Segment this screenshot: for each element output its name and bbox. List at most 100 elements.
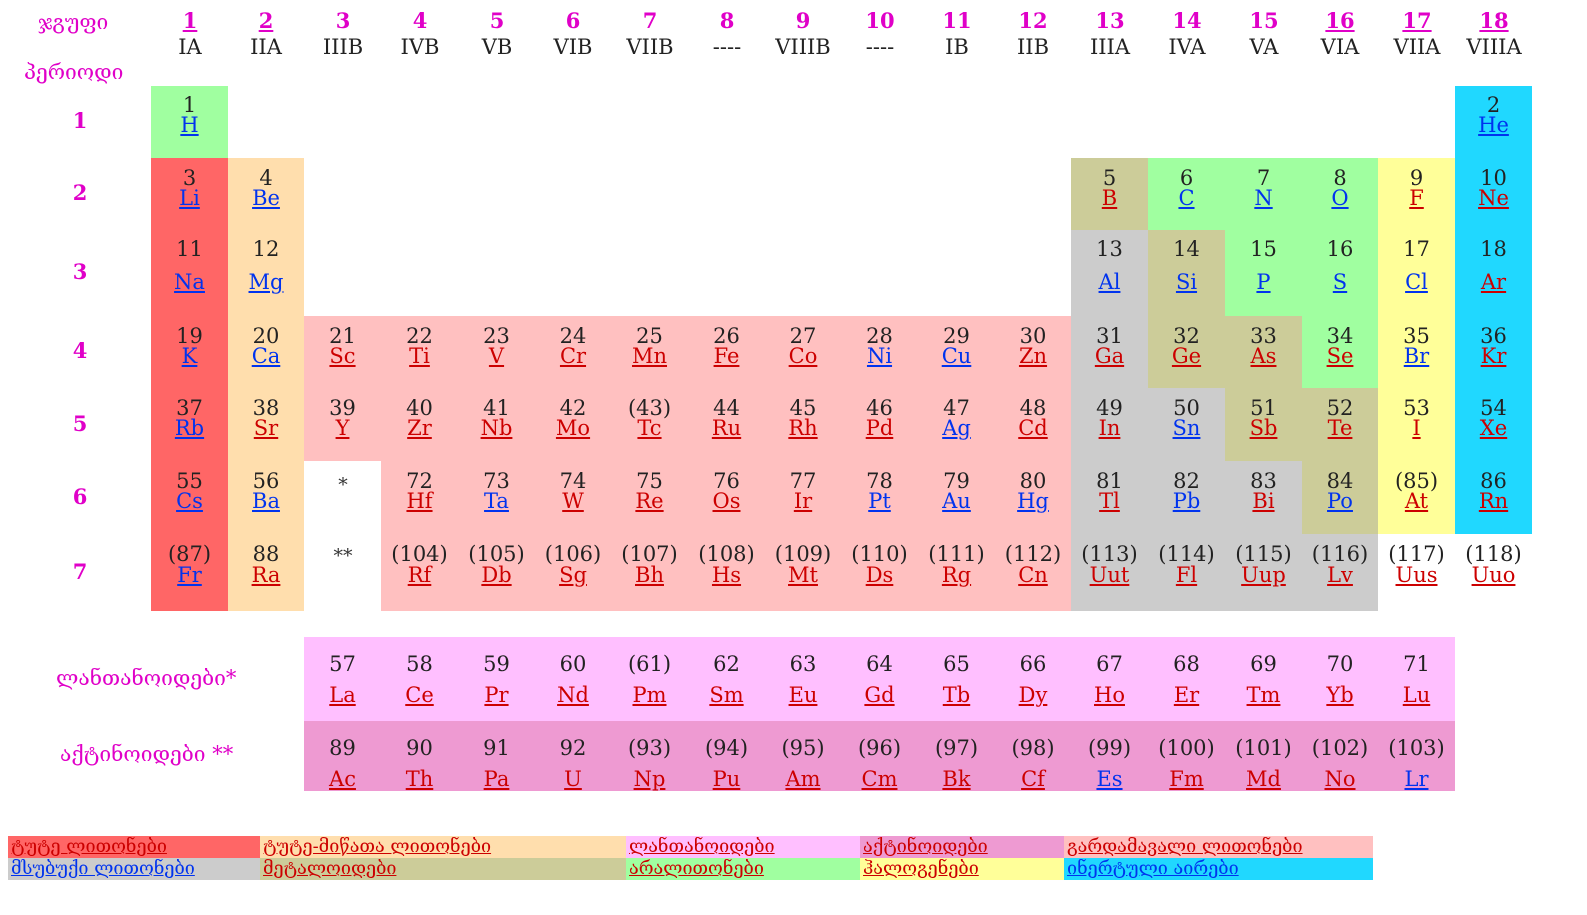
- element-symbol-link[interactable]: Bk: [942, 767, 971, 791]
- element-symbol-link[interactable]: Rh: [788, 416, 818, 440]
- element-symbol-link[interactable]: Ta: [484, 489, 509, 513]
- legend-actinide[interactable]: აქტინოიდები: [860, 836, 1064, 858]
- element-symbol-link[interactable]: Ru: [711, 416, 742, 440]
- element-symbol-link[interactable]: Cr: [559, 344, 587, 368]
- group-number-1[interactable]: 1: [182, 8, 198, 33]
- element-symbol-link[interactable]: Es: [1096, 767, 1123, 791]
- element-symbol-link[interactable]: Mo: [555, 416, 591, 440]
- element-symbol-link[interactable]: Nd: [557, 683, 589, 707]
- element-symbol-link[interactable]: Ga: [1094, 344, 1125, 368]
- element-symbol-link[interactable]: Te: [1327, 416, 1353, 440]
- element-symbol-link[interactable]: Yb: [1326, 683, 1354, 707]
- element-symbol-link[interactable]: Xe: [1479, 416, 1508, 440]
- element-symbol-link[interactable]: Pu: [712, 767, 741, 791]
- group-number-18[interactable]: 18: [1479, 8, 1509, 33]
- element-symbol-link[interactable]: Na: [174, 270, 205, 294]
- element-symbol-link[interactable]: Ho: [1094, 683, 1125, 707]
- element-symbol-link[interactable]: Hg: [1017, 489, 1049, 513]
- element-symbol-link[interactable]: Fl: [1175, 563, 1198, 587]
- element-symbol-link[interactable]: Pr: [484, 683, 509, 707]
- element-symbol-link[interactable]: Lu: [1402, 683, 1431, 707]
- element-symbol-link[interactable]: H: [180, 113, 199, 137]
- legend-noble[interactable]: ინერტული აირები: [1064, 858, 1373, 880]
- element-symbol-link[interactable]: Cf: [1021, 767, 1045, 791]
- legend-alkaline[interactable]: ტუტე-მიწათა ლითონები: [260, 836, 626, 858]
- element-symbol-link[interactable]: Cn: [1018, 563, 1048, 587]
- element-symbol-link[interactable]: Rf: [407, 563, 432, 587]
- element-symbol-link[interactable]: Er: [1173, 683, 1200, 707]
- element-symbol-link[interactable]: In: [1098, 416, 1121, 440]
- element-symbol-link[interactable]: As: [1250, 344, 1277, 368]
- element-symbol-link[interactable]: Uup: [1241, 563, 1286, 587]
- element-symbol-link[interactable]: Tb: [942, 683, 971, 707]
- legend-metalloid[interactable]: მეტალოიდები: [260, 858, 626, 880]
- element-symbol-link[interactable]: Eu: [788, 683, 818, 707]
- group-number-16[interactable]: 16: [1325, 8, 1355, 33]
- element-symbol-link[interactable]: Cs: [176, 489, 203, 513]
- element-symbol-link[interactable]: Nb: [480, 416, 513, 440]
- element-symbol-link[interactable]: Lv: [1327, 563, 1353, 587]
- element-symbol-link[interactable]: Ac: [329, 767, 356, 791]
- element-symbol-link[interactable]: Pt: [868, 489, 891, 513]
- element-symbol-link[interactable]: Rb: [174, 416, 205, 440]
- element-symbol-link[interactable]: Fe: [713, 344, 740, 368]
- element-symbol-link[interactable]: Hs: [711, 563, 742, 587]
- element-symbol-link[interactable]: W: [562, 489, 584, 513]
- element-symbol-link[interactable]: Ce: [405, 683, 434, 707]
- element-symbol-link[interactable]: Pb: [1172, 489, 1201, 513]
- legend-nonmetal[interactable]: არალითონები: [626, 858, 860, 880]
- element-symbol-link[interactable]: La: [329, 683, 356, 707]
- element-symbol-link[interactable]: Ge: [1171, 344, 1202, 368]
- element-symbol-link[interactable]: Au: [942, 489, 971, 513]
- element-symbol-link[interactable]: Bi: [1252, 489, 1275, 513]
- element-symbol-link[interactable]: Fm: [1169, 767, 1204, 791]
- element-symbol-link[interactable]: Cu: [941, 344, 972, 368]
- element-symbol-link[interactable]: Am: [785, 767, 821, 791]
- element-symbol-link[interactable]: Sb: [1249, 416, 1278, 440]
- element-symbol-link[interactable]: Cd: [1018, 416, 1048, 440]
- element-symbol-link[interactable]: Uuo: [1471, 563, 1516, 587]
- element-symbol-link[interactable]: Tm: [1246, 683, 1281, 707]
- element-symbol-link[interactable]: Ag: [942, 416, 971, 440]
- group-number-17[interactable]: 17: [1402, 8, 1432, 33]
- element-symbol-link[interactable]: Gd: [864, 683, 895, 707]
- element-symbol-link[interactable]: Be: [252, 186, 280, 210]
- legend-alkali[interactable]: ტუტე ლითონები: [8, 836, 260, 858]
- element-symbol-link[interactable]: Sg: [559, 563, 587, 587]
- element-symbol-link[interactable]: Np: [633, 767, 666, 791]
- element-symbol-link[interactable]: Th: [405, 767, 434, 791]
- element-symbol-link[interactable]: Ne: [1478, 186, 1509, 210]
- element-symbol-link[interactable]: Si: [1175, 270, 1198, 294]
- legend-halogen[interactable]: ჰალოგენები: [860, 858, 1064, 880]
- element-symbol-link[interactable]: V: [488, 344, 505, 368]
- element-symbol-link[interactable]: Tl: [1099, 489, 1120, 513]
- element-symbol-link[interactable]: Pm: [632, 683, 667, 707]
- element-symbol-link[interactable]: Mn: [631, 344, 668, 368]
- element-symbol-link[interactable]: Pd: [865, 416, 894, 440]
- element-symbol-link[interactable]: Re: [635, 489, 664, 513]
- element-symbol-link[interactable]: Po: [1327, 489, 1353, 513]
- element-symbol-link[interactable]: Cl: [1405, 270, 1428, 294]
- element-symbol-link[interactable]: Tc: [637, 416, 662, 440]
- element-symbol-link[interactable]: Rn: [1478, 489, 1509, 513]
- element-symbol-link[interactable]: Zr: [407, 416, 432, 440]
- legend-lanthanide[interactable]: ლანთანოიდები: [626, 836, 860, 858]
- element-symbol-link[interactable]: P: [1256, 270, 1271, 294]
- element-symbol-link[interactable]: U: [564, 767, 582, 791]
- element-symbol-link[interactable]: Y: [335, 416, 350, 440]
- element-symbol-link[interactable]: Sn: [1172, 416, 1201, 440]
- legend-poor[interactable]: მსუბუქი ლითონები: [8, 858, 260, 880]
- element-symbol-link[interactable]: Ds: [865, 563, 894, 587]
- element-symbol-link[interactable]: Li: [179, 186, 200, 210]
- element-symbol-link[interactable]: No: [1324, 767, 1356, 791]
- element-symbol-link[interactable]: Hf: [406, 489, 433, 513]
- element-symbol-link[interactable]: Sr: [253, 416, 279, 440]
- element-symbol-link[interactable]: He: [1478, 113, 1509, 137]
- element-symbol-link[interactable]: K: [181, 344, 198, 368]
- element-symbol-link[interactable]: Db: [481, 563, 512, 587]
- element-symbol-link[interactable]: C: [1178, 186, 1195, 210]
- legend-transition[interactable]: გარდამავალი ლითონები: [1064, 836, 1373, 858]
- element-symbol-link[interactable]: Br: [1403, 344, 1430, 368]
- element-symbol-link[interactable]: Md: [1246, 767, 1281, 791]
- element-symbol-link[interactable]: Lr: [1404, 767, 1429, 791]
